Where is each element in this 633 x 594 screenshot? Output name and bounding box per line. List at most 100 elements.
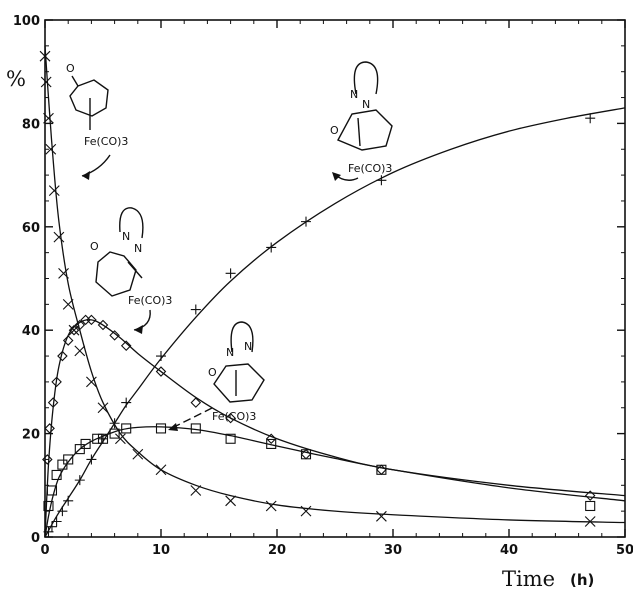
point-x-2	[43, 112, 54, 124]
point-diamond-11	[109, 330, 120, 341]
annotation-3: Fe(CO)3	[212, 410, 256, 423]
structure-adduct-a: N N O Fe(CO)3	[90, 207, 172, 334]
y-tick-label-2: 40	[22, 324, 40, 339]
point-square-9	[109, 428, 120, 439]
point-square-4	[63, 454, 74, 465]
annotation-2: Fe(CO)3	[128, 294, 172, 307]
fit-curve-4	[44, 107, 626, 538]
point-x-14	[155, 464, 167, 476]
point-diamond-9	[86, 314, 97, 326]
svg-text:O: O	[208, 366, 217, 379]
point-plus-10	[156, 351, 166, 362]
point-square-2	[51, 469, 62, 481]
point-diamond-3	[51, 376, 62, 388]
point-diamond-7	[74, 319, 86, 331]
point-plus-7	[98, 433, 108, 444]
point-square-13	[225, 433, 236, 444]
point-square-6	[80, 438, 91, 449]
point-x-3	[45, 143, 57, 155]
point-diamond-4	[57, 350, 68, 362]
point-x-15	[190, 485, 202, 496]
fit-curve-3	[44, 426, 626, 538]
point-square-3	[57, 459, 68, 470]
svg-text:N: N	[134, 242, 142, 255]
point-plus-2	[51, 516, 62, 527]
point-x-11	[97, 402, 109, 414]
x-axis-unit: (h)	[570, 571, 594, 589]
point-diamond-13	[155, 366, 167, 377]
annotation-4: Fe(CO)3	[348, 162, 392, 175]
point-plus-4	[63, 495, 74, 506]
y-tick-label-4: 80	[22, 117, 40, 132]
point-plus-0	[43, 526, 54, 537]
point-x-9	[74, 345, 86, 357]
point-x-4	[48, 185, 60, 196]
point-x-17	[265, 500, 277, 512]
point-plus-6	[86, 454, 97, 465]
x-tick-label-3: 30	[384, 543, 402, 558]
fit-curve-1	[44, 45, 626, 524]
y-tick-label-1: 20	[22, 428, 40, 443]
x-axis-title: Time	[502, 567, 555, 591]
point-x-6	[58, 267, 69, 279]
svg-text:N: N	[244, 340, 252, 353]
point-diamond-5	[62, 335, 74, 346]
point-x-18	[300, 505, 312, 517]
svg-text:N: N	[122, 230, 130, 243]
plot-frame	[44, 19, 626, 538]
point-x-13	[132, 448, 144, 460]
structure-tropone-fe-co3: O Fe(CO)3	[66, 62, 128, 180]
point-plus-15	[376, 175, 387, 186]
point-square-10	[121, 423, 132, 434]
y-tick-label-0: 0	[31, 531, 40, 546]
point-square-12	[190, 423, 201, 434]
fitted-curves	[44, 45, 626, 538]
point-x-0	[39, 50, 51, 62]
point-diamond-1	[44, 423, 55, 434]
point-diamond-0	[42, 454, 53, 465]
point-square-11	[155, 423, 167, 434]
point-square-16	[376, 464, 387, 475]
point-diamond-16	[265, 433, 277, 445]
point-plus-12	[225, 268, 236, 279]
point-plus-16	[585, 113, 596, 124]
point-x-19	[376, 510, 387, 522]
point-diamond-15	[225, 412, 236, 424]
point-square-0	[43, 500, 54, 512]
point-square-17	[585, 500, 596, 512]
point-x-20	[584, 516, 596, 527]
x-tick-label-0: 0	[40, 543, 49, 558]
point-plus-8	[109, 418, 120, 429]
point-square-1	[46, 485, 58, 496]
point-x-16	[225, 495, 236, 507]
annotation-1: Fe(CO)3	[84, 135, 128, 148]
point-plus-3	[57, 506, 68, 517]
x-tick-label-1: 10	[152, 543, 170, 558]
point-diamond-12	[120, 340, 132, 351]
point-x-10	[86, 376, 97, 388]
point-diamond-2	[47, 397, 59, 408]
point-x-12	[115, 433, 126, 445]
point-square-5	[74, 444, 85, 455]
point-x-1	[40, 76, 52, 88]
data-markers	[39, 50, 596, 537]
point-plus-1	[46, 521, 57, 532]
point-diamond-6	[68, 324, 80, 336]
svg-text:N: N	[362, 98, 370, 111]
point-square-15	[300, 449, 312, 460]
point-diamond-19	[584, 490, 596, 501]
x-tick-label-5: 50	[616, 543, 633, 558]
svg-text:O: O	[90, 240, 99, 253]
point-diamond-10	[97, 319, 109, 331]
svg-text:O: O	[66, 62, 75, 75]
point-x-5	[53, 231, 65, 243]
y-tick-label-5: 100	[13, 14, 40, 29]
y-axis-title: %	[6, 67, 26, 91]
svg-text:N: N	[350, 88, 358, 101]
svg-text:N: N	[226, 346, 234, 359]
svg-text:O: O	[330, 124, 339, 137]
point-diamond-14	[190, 397, 202, 408]
point-plus-9	[121, 397, 132, 408]
point-plus-5	[74, 475, 85, 486]
